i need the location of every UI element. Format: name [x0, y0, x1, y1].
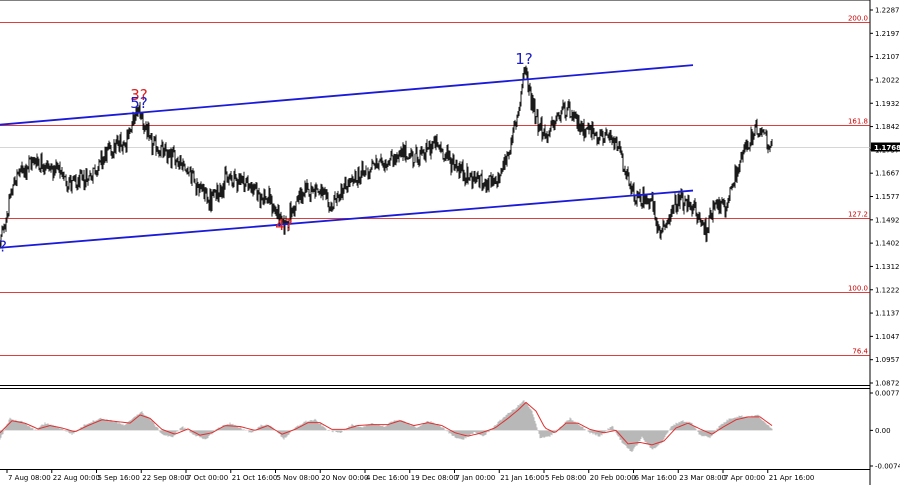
price-axis: 1.2287 1.2197 1.2107 1.2022 1.1932 1.1842 1.17… — [870, 7, 900, 471]
time-axis-tick-label: 7 Apr 00:00 — [724, 474, 765, 482]
time-axis-tick-label: 21 Apr 16:00 — [769, 474, 815, 482]
oscillator-pane — [0, 400, 773, 453]
price-axis-tick-label: 1.2107 — [875, 53, 900, 61]
current-price-tag: 1.1768 — [871, 142, 900, 152]
time-axis-tick-label: 21 Oct 16:00 — [232, 474, 278, 482]
fib-level-label: 127.2 — [848, 211, 868, 219]
price-axis-tick-label: 1.1667 — [875, 170, 900, 178]
time-axis-tick-label: 7 Oct 00:00 — [187, 474, 228, 482]
oscillator-axis-tick-label: 0.00776 — [875, 390, 900, 398]
fib-level-label: 161.8 — [848, 118, 868, 126]
channel-lines — [0, 64, 694, 249]
wave-labels: 3?5? 4? 1?? — [0, 50, 533, 256]
price-axis-tick-label: 1.1222 — [875, 286, 900, 294]
fib-level-label: 76.4 — [852, 348, 868, 356]
wave-label: ? — [0, 238, 7, 256]
time-axis-tick-label: 7 Aug 08:00 — [8, 474, 51, 482]
fib-level-label: 100.0 — [848, 285, 868, 293]
wave-label: 3? — [130, 86, 148, 104]
price-axis-tick-label: 1.2287 — [875, 7, 900, 15]
price-bars — [0, 65, 773, 249]
price-axis-tick-label: 1.1137 — [875, 310, 900, 318]
price-axis-tick-label: 1.1932 — [875, 100, 900, 108]
oscillator-axis-tick-label: -0.0074 — [875, 463, 900, 471]
price-axis-tick-label: 1.2022 — [875, 76, 900, 84]
time-axis-tick-label: 6 Mar 16:00 — [635, 474, 677, 482]
price-axis-tick-label: 1.1842 — [875, 123, 900, 131]
fib-level-label: 200.0 — [848, 15, 868, 23]
time-axis-tick-label: 20 Feb 00:00 — [590, 474, 636, 482]
time-axis-tick-label: 4 Dec 16:00 — [366, 474, 409, 482]
wave-label: 5? — [130, 94, 148, 112]
price-axis-tick-label: 1.1492 — [875, 216, 900, 224]
wave-label: 4? — [275, 216, 293, 234]
price-series — [0, 65, 773, 249]
time-axis-tick-label: 5 Nov 08:00 — [277, 474, 320, 482]
price-axis-tick-label: 1.1577 — [875, 193, 900, 201]
time-axis-tick-label: 20 Nov 00:00 — [321, 474, 368, 482]
current-price-tag-bg — [871, 142, 900, 152]
time-axis-tick-label: 7 Jan 00:00 — [456, 474, 496, 482]
price-axis-tick-label: 1.1312 — [875, 263, 900, 271]
wave-label: 1? — [515, 50, 533, 68]
oscillator-signal-line — [0, 401, 773, 446]
price-axis-tick-label: 1.1047 — [875, 333, 900, 341]
price-axis-tick-label: 1.0872 — [875, 380, 900, 388]
time-axis-tick-label: 21 Jan 16:00 — [500, 474, 544, 482]
price-axis-tick-label: 1.0957 — [875, 356, 900, 364]
time-axis-tick-label: 5 Feb 08:00 — [545, 474, 586, 482]
price-axis-tick-label: 1.1402 — [875, 240, 900, 248]
channel-upper-line — [0, 64, 694, 126]
time-axis-tick-label: 22 Sep 08:00 — [142, 474, 189, 482]
time-axis-tick-label: 5 Sep 16:00 — [98, 474, 140, 482]
price-axis-tick-label: 1.2197 — [875, 30, 900, 38]
oscillator-axis-tick-label: 0.00 — [875, 427, 891, 435]
channel-lower-line — [0, 189, 694, 249]
time-axis-tick-label: 19 Dec 08:00 — [411, 474, 458, 482]
current-price-label: 1.1768 — [874, 144, 900, 152]
time-axis-tick-label: 23 Mar 08:00 — [679, 474, 726, 482]
time-axis-tick-label: 22 Aug 00:00 — [53, 474, 100, 482]
